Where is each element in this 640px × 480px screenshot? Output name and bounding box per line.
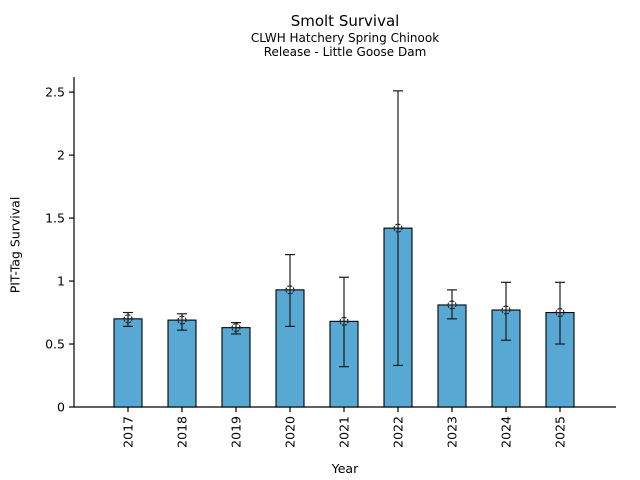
chart-subtitle-line-1: CLWH Hatchery Spring Chinook xyxy=(250,31,440,45)
y-tick-label: 2.5 xyxy=(45,85,65,100)
bar-2023 xyxy=(437,304,467,408)
x-tick-label: 2025 xyxy=(553,416,568,448)
marker-circle-2025 xyxy=(555,307,565,318)
x-tick-label: 2018 xyxy=(175,416,190,448)
bar-2017 xyxy=(113,318,143,408)
bar-2018 xyxy=(167,319,197,408)
y-tick-label: 1 xyxy=(57,274,65,289)
x-tick-label: 2023 xyxy=(445,416,460,448)
y-tick-label: 0 xyxy=(57,400,65,415)
x-tick-label: 2022 xyxy=(391,416,406,448)
x-tick-label: 2020 xyxy=(283,416,298,448)
x-tick-label: 2024 xyxy=(499,416,514,448)
chart-title: Smolt Survival xyxy=(290,12,400,30)
marker-circle-2018 xyxy=(177,315,187,325)
chart-subtitle-line-2: Release - Little Goose Dam xyxy=(263,45,427,59)
marker-circle-2020 xyxy=(285,285,295,295)
marker-circle-2019 xyxy=(231,323,241,333)
bar-2019 xyxy=(221,327,251,408)
y-tick-label: 0.5 xyxy=(45,337,65,352)
x-axis-title: Year xyxy=(331,461,359,476)
y-tick-label: 2 xyxy=(57,148,65,163)
y-tick-label: 1.5 xyxy=(45,211,65,226)
marker-circle-2024 xyxy=(501,305,511,315)
marker-circle-2023 xyxy=(447,300,457,310)
marker-circle-2017 xyxy=(123,314,133,324)
marker-circle-2021 xyxy=(339,316,349,326)
x-tick-label: 2021 xyxy=(337,416,352,448)
x-tick-label: 2019 xyxy=(229,416,244,448)
x-tick-label: 2017 xyxy=(121,416,136,448)
marker-circle-2022 xyxy=(393,223,403,233)
